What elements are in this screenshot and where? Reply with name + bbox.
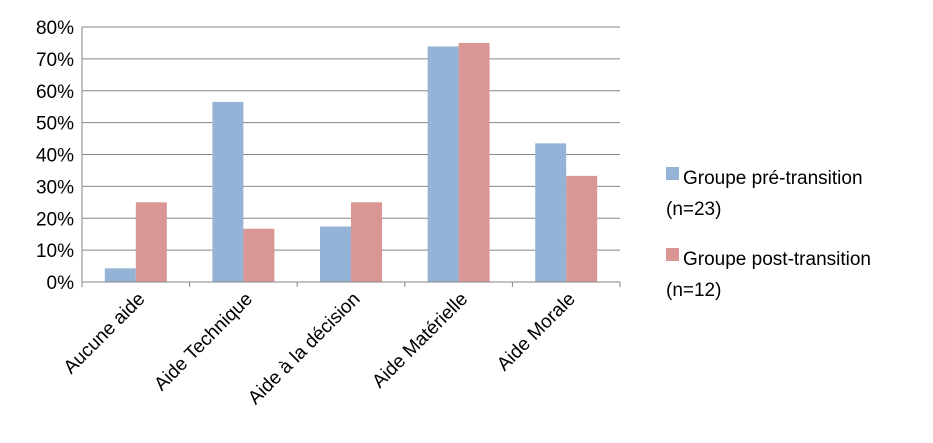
legend: Groupe pré-transition (n=23) Groupe post-t… <box>666 167 871 301</box>
bar-post-3 <box>458 42 490 282</box>
x-tick-label: Aucune aide <box>60 289 150 379</box>
bar-post-1 <box>243 228 275 282</box>
bar-pre-1 <box>212 101 244 282</box>
legend-label: Groupe pré-transition <box>683 168 863 189</box>
legend-swatch-pre <box>666 167 679 180</box>
legend-swatch-post <box>666 248 679 261</box>
y-tick-label: 60% <box>36 82 74 103</box>
y-tick-label: 0% <box>47 273 75 294</box>
bar-post-0 <box>135 202 167 282</box>
y-tick-label: 30% <box>36 177 74 198</box>
y-tick-label: 80% <box>36 18 74 39</box>
legend-label: (n=12) <box>666 280 721 301</box>
bar-pre-2 <box>320 226 351 282</box>
y-tick-label: 50% <box>36 114 74 135</box>
bar-post-2 <box>351 202 382 282</box>
x-tick-label: Aide Technique <box>150 289 256 395</box>
bar-post-4 <box>566 175 598 282</box>
legend-label: (n=23) <box>666 199 721 220</box>
bar-pre-0 <box>104 268 136 282</box>
bars <box>104 42 598 282</box>
y-tick-label: 20% <box>36 209 74 230</box>
y-tick-label: 10% <box>36 241 74 262</box>
legend-label: Groupe post-transition <box>683 249 871 270</box>
x-tick-label: Aide à la décision <box>244 289 364 409</box>
y-tick-label: 70% <box>36 50 74 71</box>
bar-pre-3 <box>427 46 459 282</box>
y-axis: 0% 10% 20% 30% 40% 50% 60% 70% 80% <box>36 18 83 294</box>
x-tick-label: Aide Matérielle <box>368 289 472 393</box>
gridlines <box>82 26 620 283</box>
bar-pre-4 <box>535 143 567 282</box>
x-tick-label: Aide Morale <box>493 289 580 376</box>
y-tick-label: 40% <box>36 146 74 167</box>
